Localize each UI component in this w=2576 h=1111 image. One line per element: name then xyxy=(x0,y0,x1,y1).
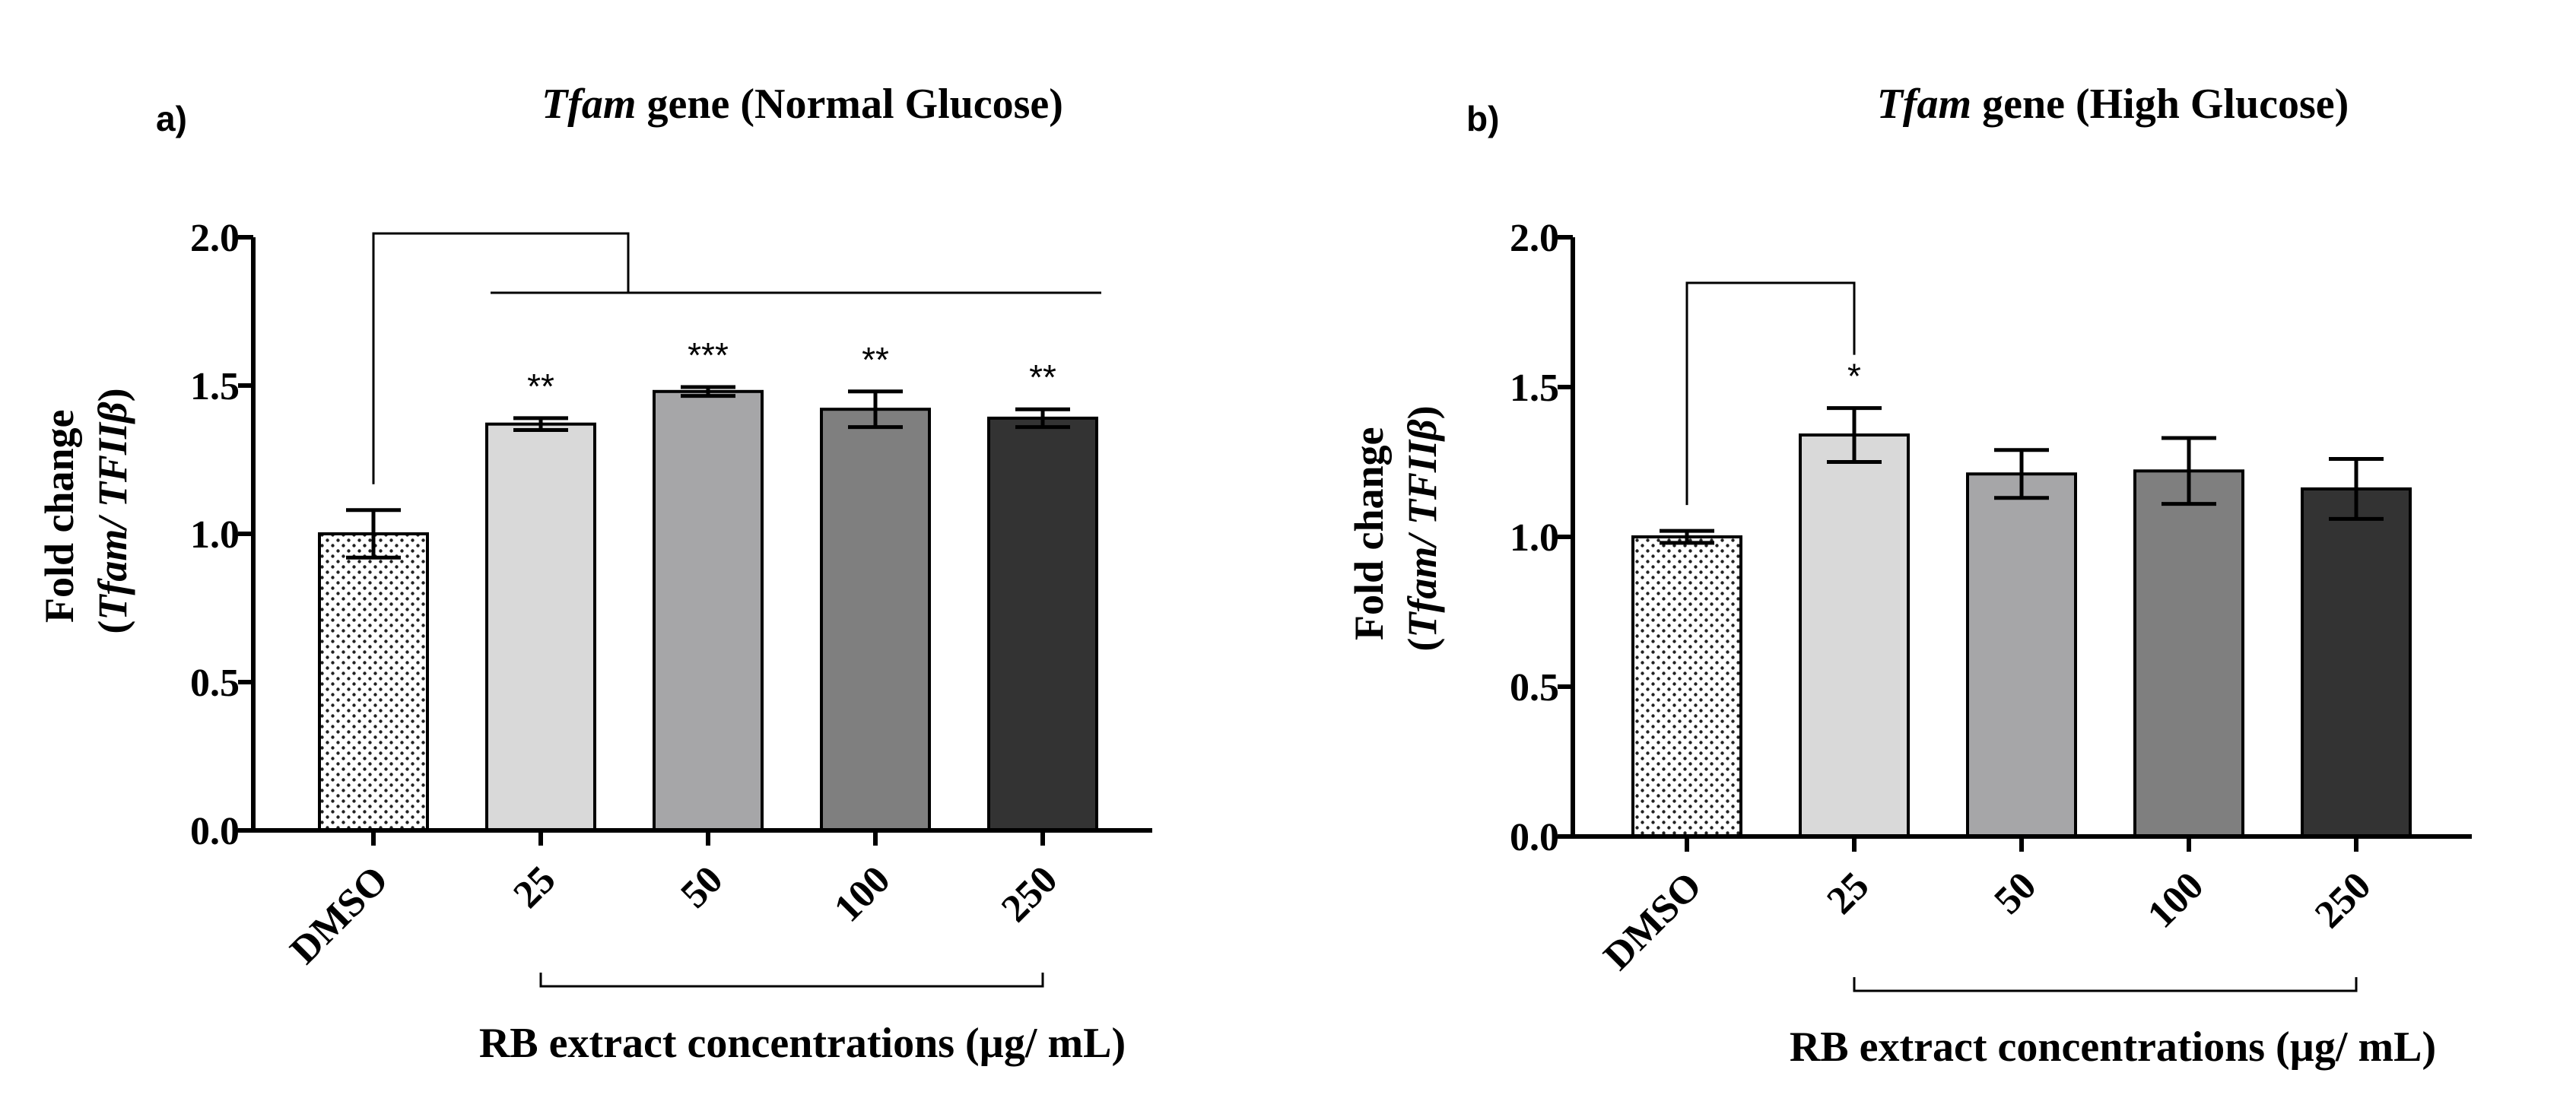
y-tick-label: 0.0 xyxy=(1510,816,1559,859)
error-bar-250 xyxy=(2329,457,2384,521)
error-bar-50 xyxy=(1994,448,2049,500)
x-axis-label: RB extract concentrations (µg/ mL) xyxy=(1790,1024,2436,1071)
y-tick-label: 1.0 xyxy=(190,513,240,557)
bar-250 xyxy=(2301,487,2412,839)
concentration-group-bracket xyxy=(539,973,1044,988)
error-bar-DMSO xyxy=(1660,529,1714,545)
x-tick-label: 25 xyxy=(505,858,564,916)
panel-label: b) xyxy=(1466,99,1499,138)
panel-label: a) xyxy=(156,99,187,138)
y-tick-label: 2.0 xyxy=(1510,217,1559,260)
bar-100 xyxy=(2133,469,2244,838)
concentration-group-bracket xyxy=(1853,977,2358,992)
panel-a: a) Tfam gene (Normal Glucose) Fold chang… xyxy=(37,81,1152,1067)
bar-250 xyxy=(987,416,1098,832)
error-bar-100 xyxy=(2161,436,2216,506)
comparison-bracket xyxy=(1685,281,1856,506)
x-tick-label: 50 xyxy=(672,858,731,916)
bar-25 xyxy=(1799,433,1910,838)
error-bar-25 xyxy=(1827,406,1882,464)
significance-marker: ** xyxy=(1029,357,1056,397)
y-tick-label: 2.0 xyxy=(190,217,240,260)
error-bar-100 xyxy=(848,389,903,430)
error-bar-25 xyxy=(513,416,568,432)
chart-title: Tfam gene (High Glucose) xyxy=(1877,81,2349,128)
error-bar-250 xyxy=(1015,407,1070,430)
x-tick-label: DMSO xyxy=(1596,864,1710,979)
y-tick-label: 1.5 xyxy=(1510,367,1559,410)
y-axis-label: Fold change (Tfam/ TFIIβ) xyxy=(1346,405,1445,651)
x-tick-label: DMSO xyxy=(282,858,397,973)
significance-marker: * xyxy=(1847,357,1861,396)
x-tick-label: 50 xyxy=(1986,864,2044,922)
y-tick-label: 0.5 xyxy=(190,662,240,705)
y-axis-label: Fold change (Tfam/ TFIIβ) xyxy=(37,388,135,633)
comparison-bracket xyxy=(372,232,630,484)
x-tick-label: 250 xyxy=(993,858,1066,930)
error-bar-50 xyxy=(681,385,735,398)
panel-b: b) Tfam gene (High Glucose) Fold change … xyxy=(1346,81,2472,1071)
x-tick-label: 100 xyxy=(2139,864,2212,936)
y-tick-label: 1.0 xyxy=(1510,516,1559,560)
bar-25 xyxy=(485,422,596,832)
y-tick-label: 0.0 xyxy=(190,810,240,853)
x-tick-label: 100 xyxy=(826,858,898,930)
bar-DMSO xyxy=(318,532,429,832)
bar-50 xyxy=(1966,472,2077,838)
significance-marker: ** xyxy=(862,340,889,379)
x-axis-label: RB extract concentrations (µg/ mL) xyxy=(479,1020,1126,1067)
bar-100 xyxy=(820,408,931,832)
y-tick-label: 1.5 xyxy=(190,365,240,408)
error-bar-DMSO xyxy=(346,508,401,560)
x-tick-label: 25 xyxy=(1818,864,1877,922)
x-tick-label: 250 xyxy=(2307,864,2379,936)
bar-50 xyxy=(653,389,764,832)
significance-marker: ** xyxy=(527,367,554,406)
chart-title: Tfam gene (Normal Glucose) xyxy=(542,81,1063,128)
significance-marker: *** xyxy=(688,335,729,375)
bar-DMSO xyxy=(1631,535,1742,838)
y-tick-label: 0.5 xyxy=(1510,666,1559,709)
